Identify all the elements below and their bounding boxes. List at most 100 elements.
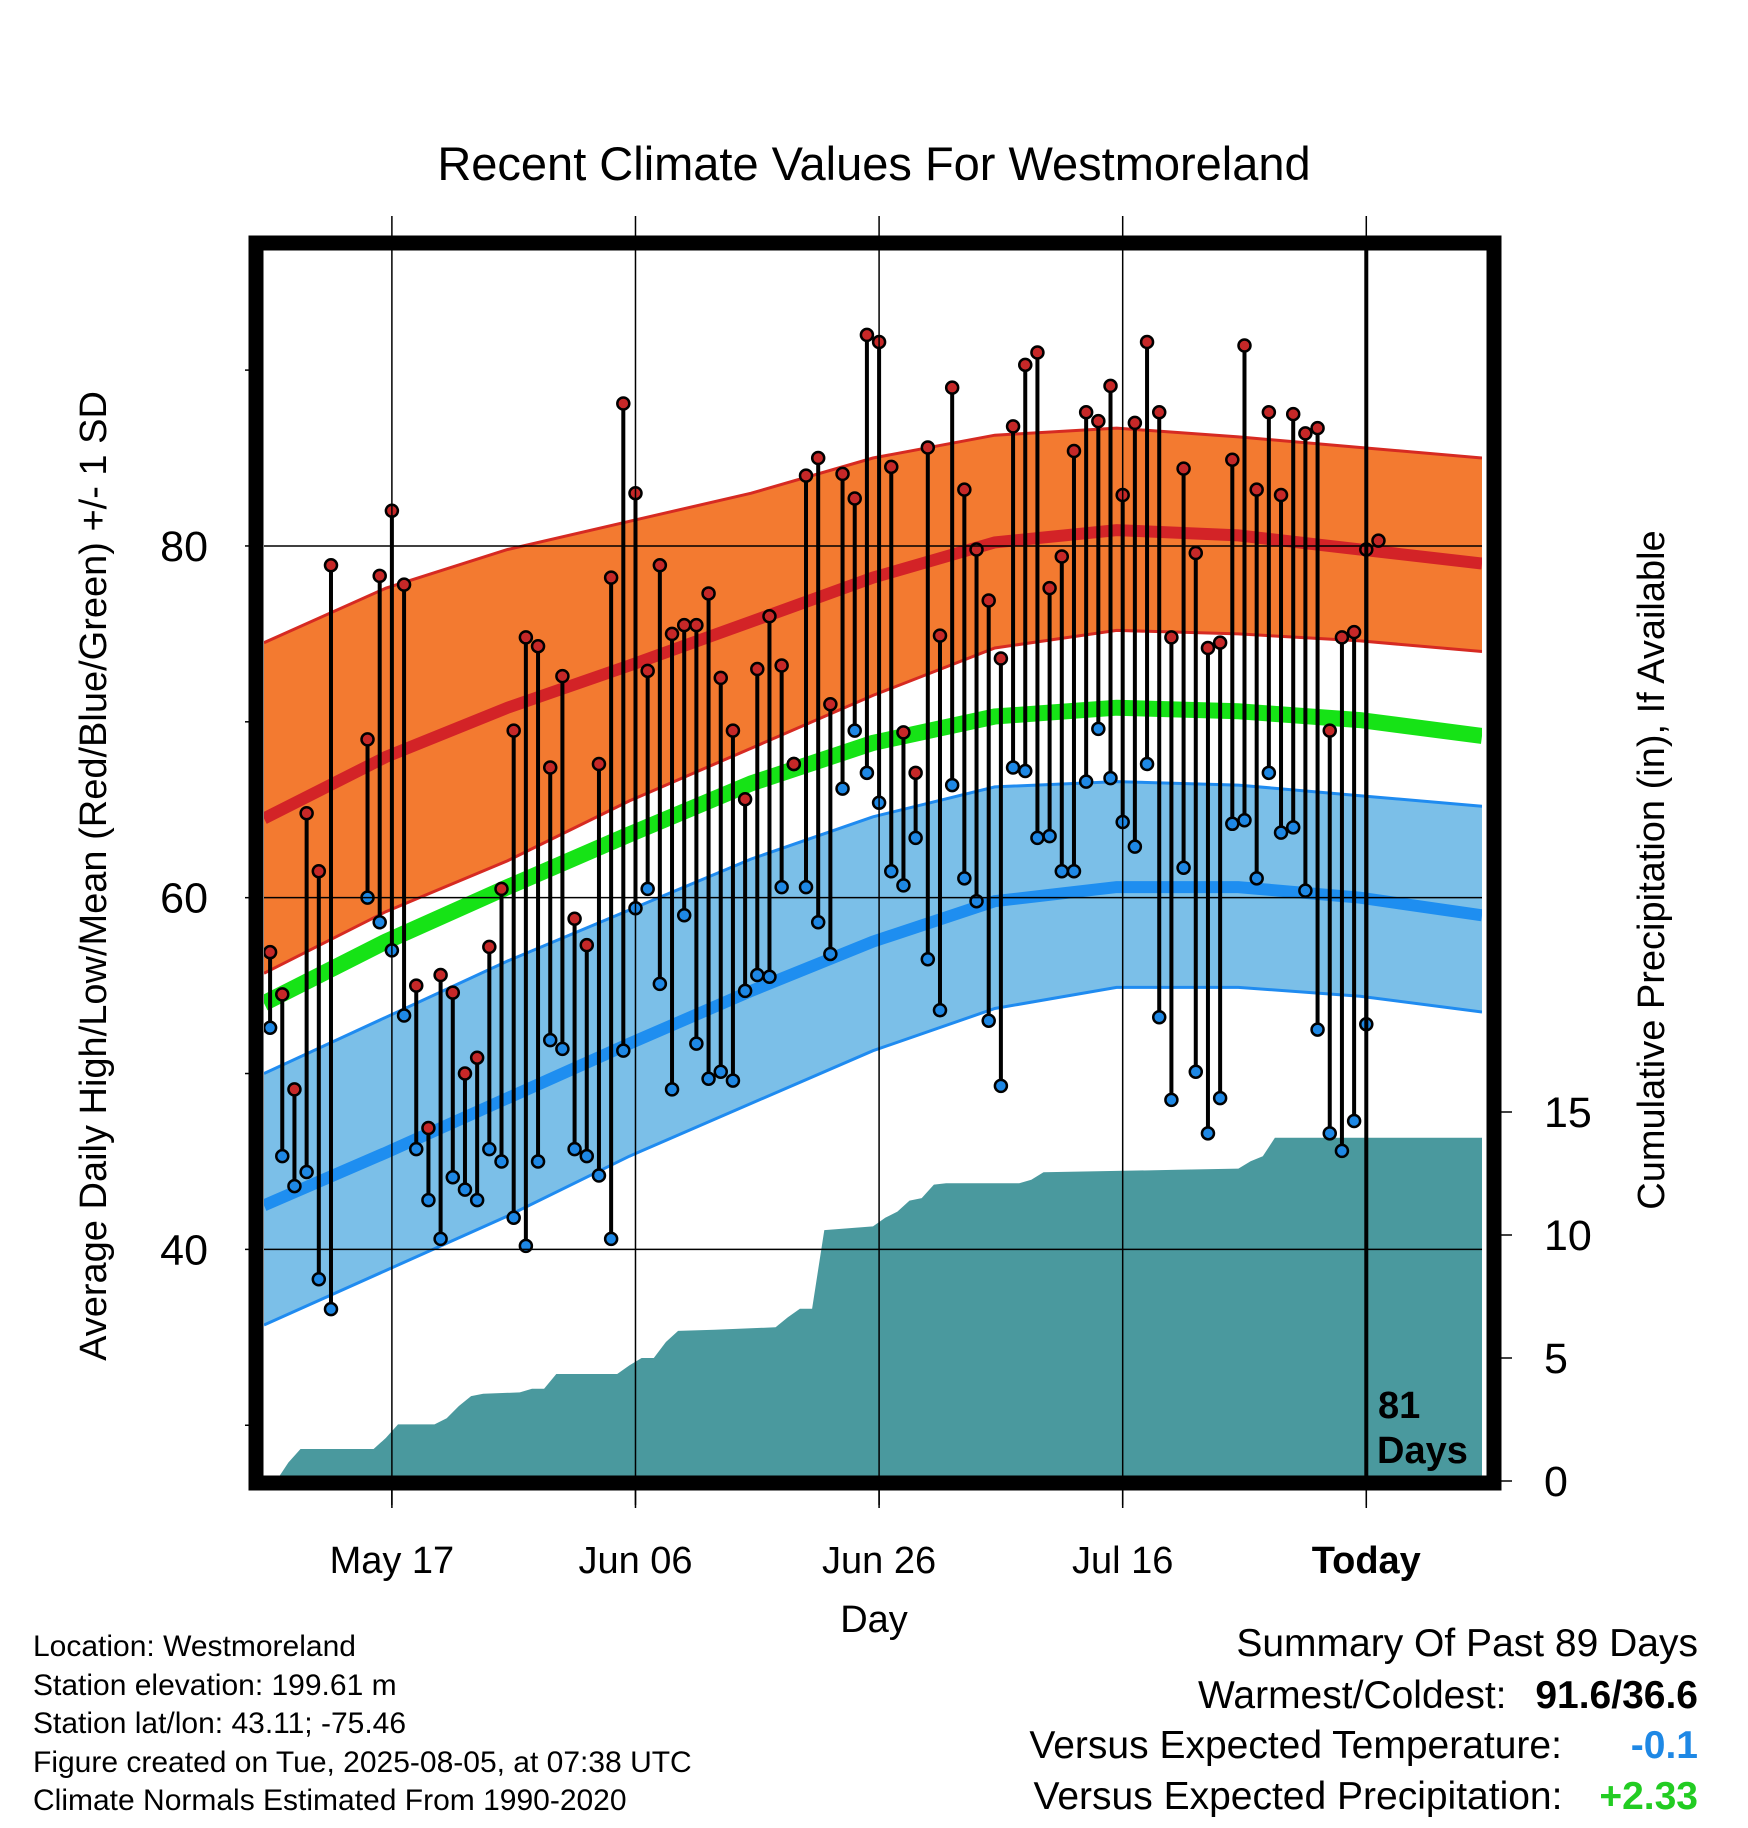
high-point xyxy=(1078,405,1094,420)
low-point xyxy=(810,915,826,930)
summary-warm-cold: Warmest/Coldest: 91.6/36.6 xyxy=(1198,1674,1698,1718)
high-point xyxy=(920,440,936,455)
high-point xyxy=(445,985,461,1000)
low-point xyxy=(1310,1022,1325,1037)
high-point xyxy=(993,651,1009,666)
low-point xyxy=(1273,825,1289,840)
plot-content xyxy=(264,247,1482,1478)
high-point xyxy=(1164,630,1179,645)
high-point xyxy=(932,628,948,643)
high-point xyxy=(616,396,631,411)
high-point xyxy=(1054,549,1070,564)
y2-tick-label: 10 xyxy=(1544,1212,1592,1260)
y-axis-label: Average Daily High/Low/Mean (Red/Blue/Gr… xyxy=(73,391,115,1361)
low-point xyxy=(932,1002,948,1018)
low-point xyxy=(884,864,899,879)
low-point xyxy=(1127,839,1143,854)
high-point xyxy=(469,1050,485,1065)
x-tick-label: Jun 26 xyxy=(822,1540,936,1582)
low-point xyxy=(847,723,862,738)
high-point xyxy=(275,987,290,1002)
y2-tick-label: 5 xyxy=(1544,1335,1568,1383)
y-tick-label: 60 xyxy=(160,875,208,923)
days-label-unit: Days xyxy=(1377,1430,1468,1472)
y-tick-label: 80 xyxy=(160,523,208,571)
low-point xyxy=(957,871,972,886)
low-normal-band xyxy=(264,781,1482,1325)
high-point xyxy=(774,658,789,673)
warm-cold-label: Warmest/Coldest: xyxy=(1198,1674,1507,1717)
high-point xyxy=(421,1120,436,1136)
low-normal-band-lower-edge xyxy=(264,985,1482,1327)
low-point xyxy=(1237,813,1252,828)
low-point xyxy=(1054,864,1070,879)
high-point xyxy=(1334,630,1350,645)
low-point xyxy=(275,1148,290,1164)
high-point xyxy=(264,944,278,960)
normals-text: Climate Normals Estimated From 1990-2020 xyxy=(33,1784,627,1817)
low-point xyxy=(542,1032,558,1048)
high-point xyxy=(591,756,607,772)
high-point xyxy=(1151,405,1167,420)
low-point xyxy=(433,1231,448,1247)
precipitation-area xyxy=(278,1137,1482,1478)
chart-title: Recent Climate Values For Westmoreland xyxy=(437,137,1310,190)
low-mean-line xyxy=(264,881,1482,1211)
low-point xyxy=(1200,1126,1216,1141)
high-point xyxy=(1139,334,1155,350)
high-point xyxy=(737,791,753,807)
mean-line xyxy=(264,699,1482,1011)
low-point xyxy=(555,1041,570,1057)
low-point xyxy=(372,915,387,930)
high-point xyxy=(1273,487,1289,503)
high-point xyxy=(689,617,704,633)
low-point xyxy=(1261,765,1277,781)
low-point xyxy=(1225,816,1240,832)
low-point xyxy=(1212,1090,1228,1106)
high-point xyxy=(567,911,582,927)
high-point xyxy=(859,327,875,343)
low-point xyxy=(396,1008,412,1023)
temp-label: Versus Expected Temperature: xyxy=(1029,1724,1562,1767)
low-point xyxy=(689,1036,704,1051)
high-point xyxy=(1030,345,1045,360)
high-mean-line xyxy=(264,524,1482,824)
days-label-count: 81 xyxy=(1378,1385,1420,1427)
low-point xyxy=(652,976,668,992)
low-point xyxy=(713,1064,728,1080)
low-point xyxy=(774,879,789,895)
low-point xyxy=(750,967,765,983)
x-tick-label: Today xyxy=(1312,1540,1421,1582)
station-info: Location: Westmoreland Station elevation… xyxy=(33,1628,692,1821)
low-point xyxy=(762,969,777,985)
temp-value: -0.1 xyxy=(1630,1724,1698,1767)
high-point xyxy=(676,617,692,633)
high-point xyxy=(603,570,619,585)
low-point xyxy=(530,1154,546,1169)
high-point xyxy=(1188,545,1204,561)
high-point xyxy=(1127,415,1143,431)
low-point xyxy=(1018,763,1033,779)
high-point xyxy=(944,380,960,395)
low-point xyxy=(1164,1092,1179,1108)
high-point xyxy=(409,978,424,993)
low-point xyxy=(676,908,692,923)
high-point xyxy=(506,723,521,738)
high-point xyxy=(323,558,339,573)
low-point xyxy=(616,1043,631,1058)
high-point xyxy=(482,939,497,955)
high-point xyxy=(1212,635,1228,650)
low-point xyxy=(835,781,850,796)
low-point xyxy=(311,1272,327,1287)
low-point xyxy=(859,765,875,781)
low-point xyxy=(1139,756,1155,772)
high-point xyxy=(311,864,327,879)
low-point xyxy=(1176,860,1191,876)
low-point xyxy=(664,1082,680,1097)
low-point xyxy=(1249,871,1264,886)
location-text: Location: Westmoreland xyxy=(33,1630,356,1663)
high-point xyxy=(835,466,850,482)
high-point xyxy=(1322,723,1337,738)
high-point xyxy=(640,663,655,679)
low-point xyxy=(896,878,911,893)
